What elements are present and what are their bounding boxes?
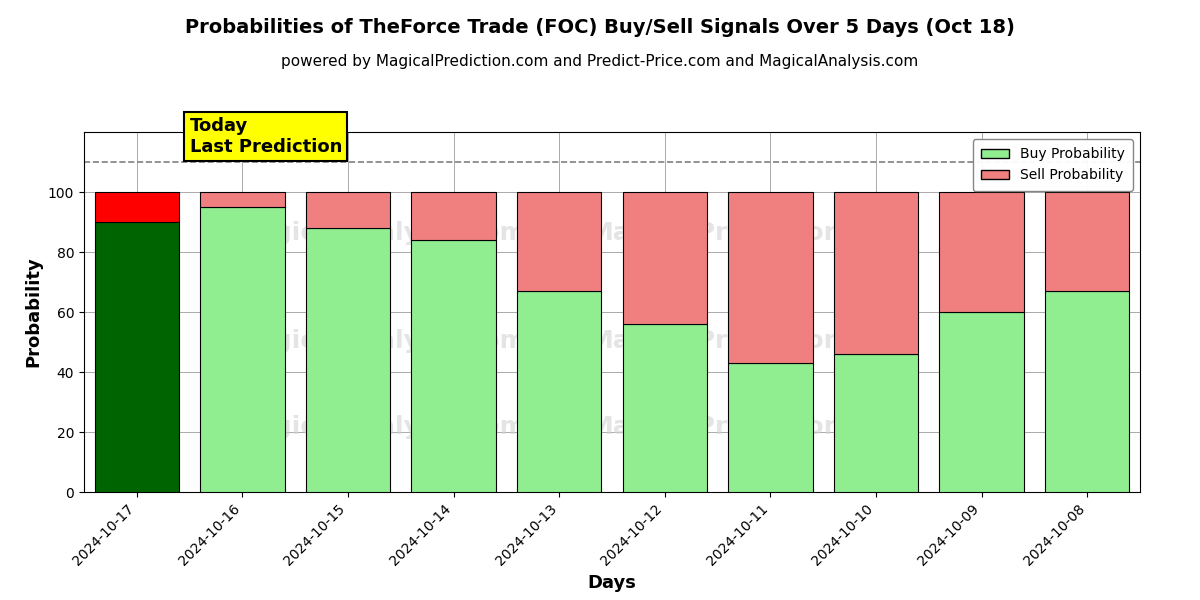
Bar <box>834 192 918 354</box>
Bar <box>940 312 1024 492</box>
Bar <box>1045 291 1129 492</box>
Bar <box>728 363 812 492</box>
Text: MagicalAnalysis.com: MagicalAnalysis.com <box>233 221 527 245</box>
Bar <box>95 222 179 492</box>
Text: Probabilities of TheForce Trade (FOC) Buy/Sell Signals Over 5 Days (Oct 18): Probabilities of TheForce Trade (FOC) Bu… <box>185 18 1015 37</box>
Text: MagicalPrediction.com: MagicalPrediction.com <box>589 415 910 439</box>
Bar <box>728 192 812 363</box>
Bar <box>517 192 601 291</box>
Y-axis label: Probability: Probability <box>24 257 42 367</box>
Text: MagicalAnalysis.com: MagicalAnalysis.com <box>233 415 527 439</box>
X-axis label: Days: Days <box>588 574 636 592</box>
Bar <box>412 240 496 492</box>
Text: MagicalAnalysis.com: MagicalAnalysis.com <box>233 329 527 353</box>
Text: MagicalPrediction.com: MagicalPrediction.com <box>589 329 910 353</box>
Legend: Buy Probability, Sell Probability: Buy Probability, Sell Probability <box>973 139 1133 191</box>
Bar <box>623 324 707 492</box>
Bar <box>1045 192 1129 291</box>
Bar <box>306 192 390 228</box>
Text: MagicalPrediction.com: MagicalPrediction.com <box>589 221 910 245</box>
Text: Today
Last Prediction: Today Last Prediction <box>190 117 342 156</box>
Bar <box>940 192 1024 312</box>
Bar <box>623 192 707 324</box>
Bar <box>200 192 284 207</box>
Bar <box>517 291 601 492</box>
Bar <box>95 192 179 222</box>
Text: powered by MagicalPrediction.com and Predict-Price.com and MagicalAnalysis.com: powered by MagicalPrediction.com and Pre… <box>281 54 919 69</box>
Bar <box>200 207 284 492</box>
Bar <box>306 228 390 492</box>
Bar <box>834 354 918 492</box>
Bar <box>412 192 496 240</box>
